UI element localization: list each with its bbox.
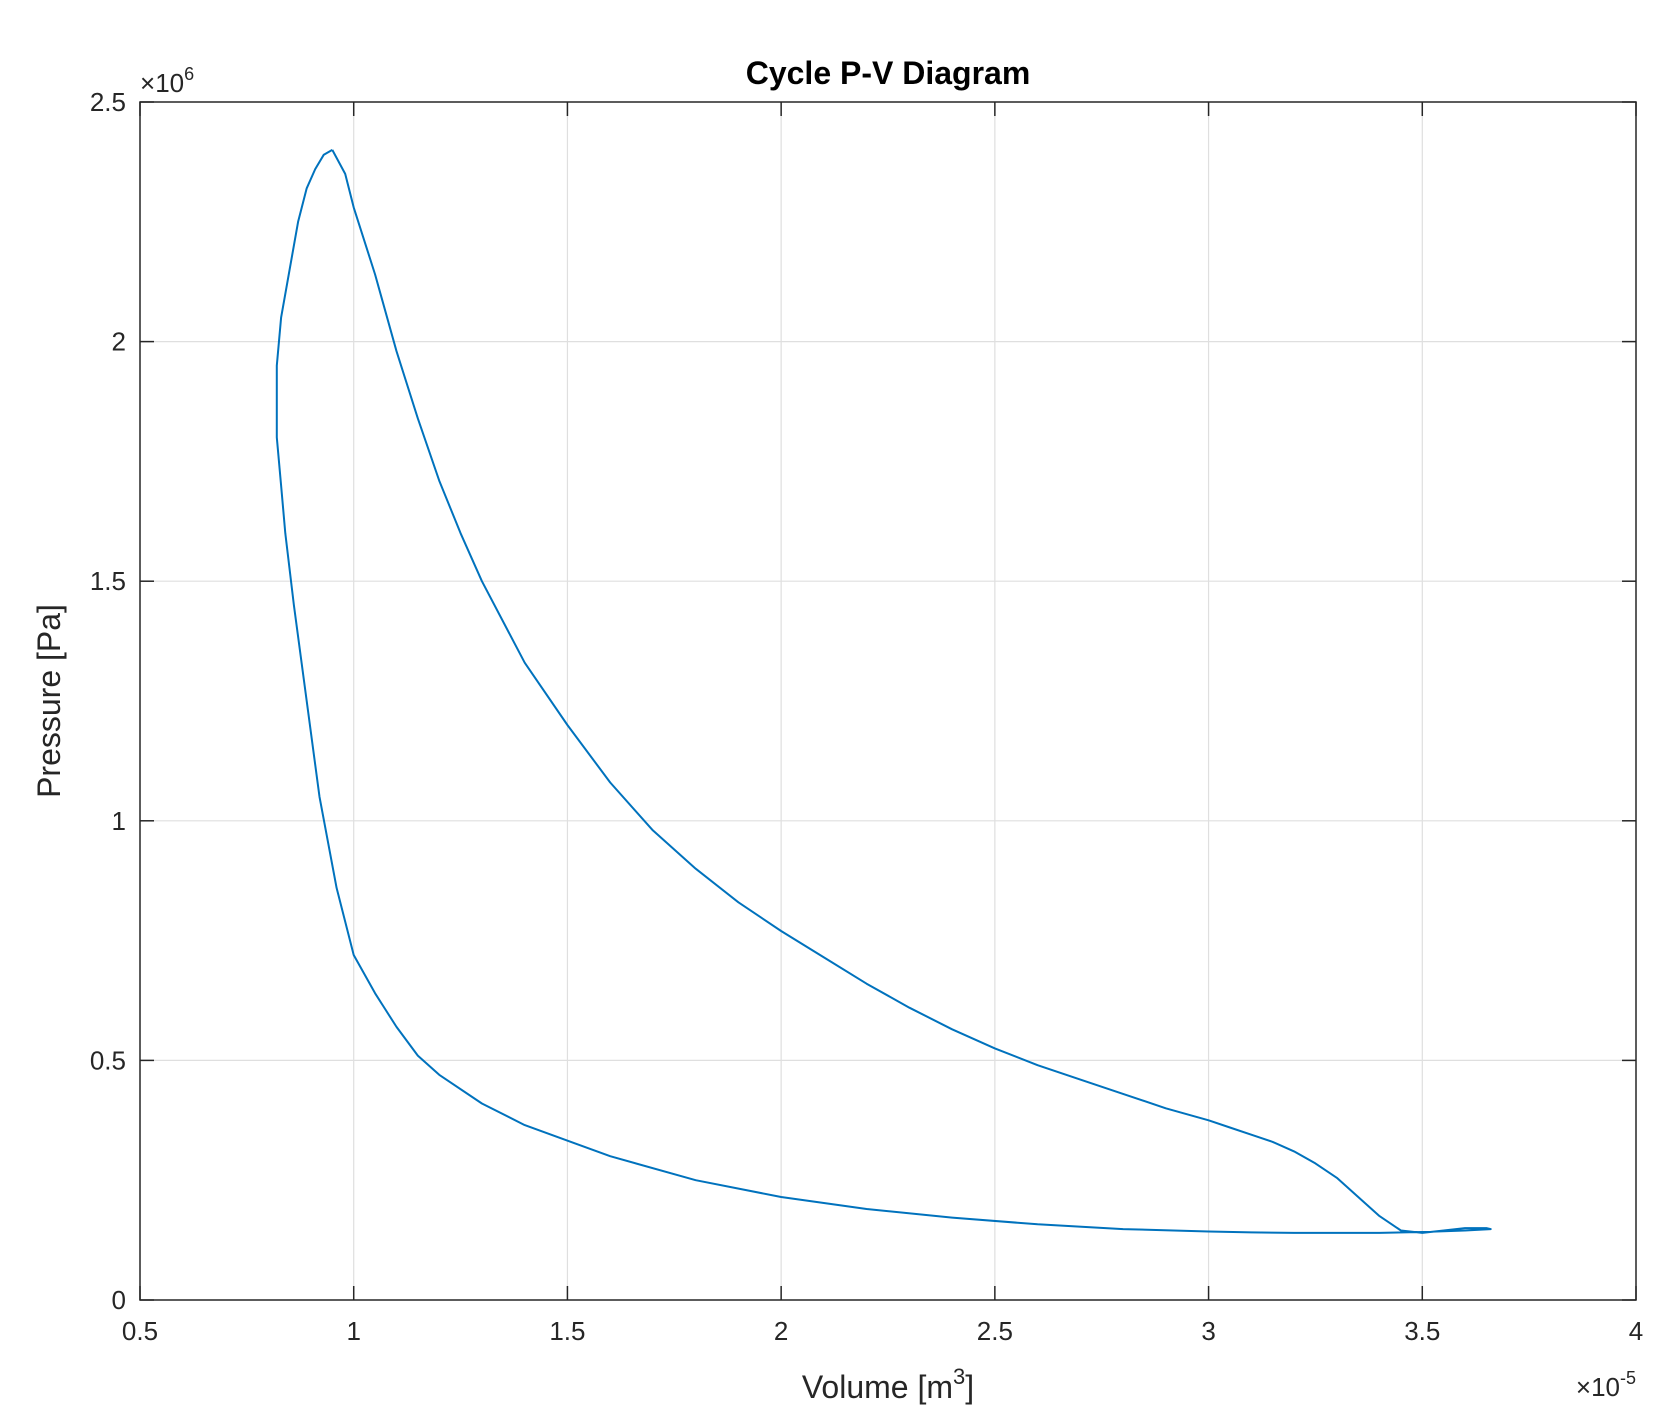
x-tick-label: 3.5: [1404, 1316, 1440, 1346]
pv-cycle-line: [275, 149, 1492, 1234]
x-tick-label: 1: [346, 1316, 360, 1346]
x-axis-label: Volume [m3]: [802, 1364, 974, 1405]
y-tick-label: 1.5: [90, 566, 126, 596]
axis-ticks: 0.5 1 1.5 2 2.5 3 3.5 400.511.522.5: [90, 87, 1643, 1346]
x-tick-label: 2.5: [977, 1316, 1013, 1346]
x-multiplier: ×10-5: [1576, 1368, 1636, 1402]
x-axis-label-main: Volume [m: [802, 1369, 953, 1405]
x-multiplier-base: 10: [1591, 1372, 1620, 1402]
x-tick-label: 1.5: [549, 1316, 585, 1346]
y-tick-label: 2: [112, 327, 126, 357]
x-tick-label: 0.5: [122, 1316, 158, 1346]
x-multiplier-times: ×: [1576, 1372, 1591, 1402]
y-multiplier-times: ×: [140, 68, 155, 98]
y-tick-label: 0.5: [90, 1045, 126, 1075]
y-axis-label: Pressure [Pa]: [31, 604, 67, 798]
y-multiplier-base: 10: [155, 68, 184, 98]
y-multiplier-exp: 6: [184, 64, 194, 84]
grid-lines: [140, 102, 1636, 1300]
series-group: [275, 149, 1492, 1234]
x-tick-label: 2: [774, 1316, 788, 1346]
chart-title: Cycle P-V Diagram: [746, 55, 1031, 91]
y-tick-label: 0: [112, 1285, 126, 1315]
x-multiplier-exp: -5: [1620, 1368, 1636, 1388]
y-tick-label: 1: [112, 806, 126, 836]
plot-frame: [139, 101, 1637, 1301]
y-multiplier: ×106: [140, 64, 194, 98]
y-tick-label: 2.5: [90, 87, 126, 117]
plot-background: [140, 102, 1636, 1300]
x-axis-label-end: ]: [965, 1369, 974, 1405]
x-tick-label: 4: [1629, 1316, 1643, 1346]
x-axis-label-sup: 3: [953, 1364, 965, 1389]
x-tick-label: 3: [1201, 1316, 1215, 1346]
